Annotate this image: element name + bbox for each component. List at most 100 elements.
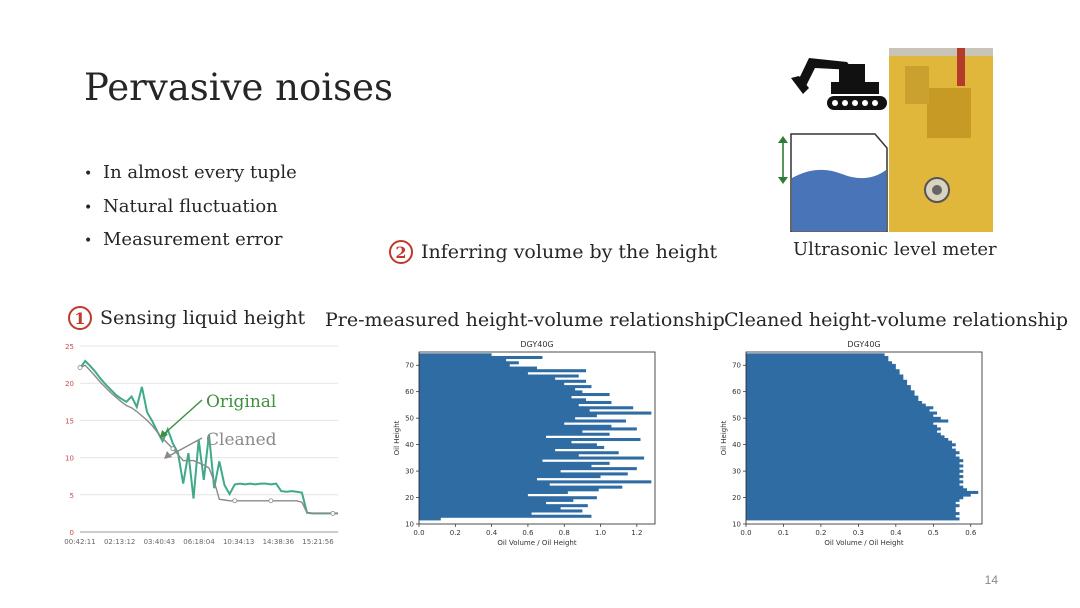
series-marker (77, 365, 83, 370)
x-tick-label: 0.3 (853, 529, 864, 537)
step-number-badge: 2 (389, 240, 413, 264)
y-tick-label: 40 (405, 441, 414, 449)
y-tick-label: 70 (732, 362, 741, 370)
bar (419, 422, 565, 426)
bar (746, 358, 889, 362)
bar (746, 498, 960, 502)
annotation-cleaned: Cleaned (206, 430, 277, 450)
bar (419, 385, 592, 389)
y-tick-label: 0 (70, 529, 74, 537)
bar (419, 445, 605, 449)
y-tick-label: 50 (732, 415, 741, 423)
bar (746, 374, 904, 378)
x-tick-label: 0.6 (522, 529, 534, 537)
bar (419, 411, 652, 415)
bar (746, 435, 945, 439)
bar (746, 477, 960, 481)
tank-icon (782, 133, 888, 233)
x-tick-label: 00:42:11 (64, 538, 95, 546)
premeasured-panel-title: Pre-measured height-volume relationship (325, 309, 725, 331)
bar (419, 501, 547, 505)
arrow-head-icon (164, 451, 172, 459)
bar (746, 475, 964, 479)
y-tick-label: 10 (405, 521, 414, 529)
series-marker (330, 510, 336, 516)
bullet-list: • In almost every tuple • Natural fluctuat… (84, 162, 297, 263)
x-tick-label: 0.4 (890, 529, 902, 537)
bar (419, 451, 619, 455)
y-tick-label: 50 (405, 415, 414, 423)
bar (746, 387, 911, 391)
bar (419, 438, 641, 442)
bar (419, 469, 561, 473)
bar (419, 416, 576, 420)
x-tick-label: 0.2 (815, 529, 826, 537)
bar (419, 414, 597, 418)
step-1-heading: 1 Sensing liquid height (68, 306, 305, 330)
level-meter-photo (782, 48, 993, 233)
bar (419, 493, 528, 497)
x-tick-label: 0.8 (559, 529, 570, 537)
page-number: 14 (984, 573, 998, 587)
bar (419, 461, 610, 465)
bar (746, 382, 908, 386)
series-line-original (79, 359, 338, 515)
bar (746, 451, 960, 455)
bar (419, 400, 612, 404)
bar (746, 480, 964, 484)
cleaned-bar-chart: DGY40G 0.0 0.1 0.2 0.3 0.4 0.5 0.6 10 20 30 40 50 60 7… (720, 340, 983, 547)
premeasured-bar-chart: DGY40G 0.0 0.2 0.4 0.6 0.8 1.0 1.2 10 20 30 40 50 60 7… (393, 340, 656, 547)
bar (419, 398, 587, 402)
y-tick-label: 20 (405, 494, 414, 502)
bar (746, 464, 964, 468)
y-axis-label: Oil Height (720, 420, 728, 455)
x-tick-label: 0.4 (486, 529, 498, 537)
annotation-arrow-cleaned (168, 437, 203, 457)
photo-caption: Ultrasonic level meter (793, 239, 997, 260)
level-arrow (776, 134, 790, 190)
bar (746, 453, 956, 457)
step-text: Sensing liquid height (100, 307, 306, 329)
bar (419, 467, 637, 471)
bar (746, 490, 979, 494)
bullet-dot-icon: • (84, 166, 93, 182)
bar (419, 419, 626, 423)
bullet-dot-icon: • (84, 199, 93, 216)
x-tick-label: 14:38:36 (263, 538, 295, 546)
bar (746, 430, 938, 434)
machine-panel (927, 88, 971, 138)
x-tick-label: 0.6 (965, 529, 977, 537)
bar (746, 361, 893, 365)
bar (746, 403, 926, 407)
cleaned-panel-title: Cleaned height-volume relationship (724, 309, 1069, 331)
bar (746, 393, 915, 397)
chart-title: DGY40G (847, 340, 880, 349)
bar (419, 406, 634, 410)
bar (746, 427, 941, 431)
series-line-cleaned (79, 364, 338, 515)
x-tick-label: 03:40:43 (144, 538, 175, 546)
x-tick-label: 0.5 (928, 529, 939, 537)
bar (746, 400, 923, 404)
y-tick-label: 10 (65, 455, 74, 463)
bar (419, 403, 579, 407)
bar (746, 414, 934, 418)
bar (746, 385, 911, 389)
bar (746, 469, 964, 473)
bullet-item: • Measurement error (84, 229, 297, 263)
x-tick-label: 1.2 (631, 529, 642, 537)
x-tick-label: 1.0 (595, 529, 606, 537)
bar (746, 369, 900, 373)
annotation-arrow-original (163, 399, 203, 435)
bar (746, 398, 919, 402)
bar (419, 477, 537, 481)
machine-body (889, 56, 993, 232)
bullet-item: • Natural fluctuation (84, 196, 297, 230)
bar (746, 488, 968, 492)
y-tick-label: 20 (65, 380, 74, 388)
bar (419, 374, 579, 378)
bar (746, 512, 960, 516)
bar (746, 482, 960, 487)
bar (746, 432, 941, 436)
step-text: Inferring volume by the height (421, 241, 718, 263)
